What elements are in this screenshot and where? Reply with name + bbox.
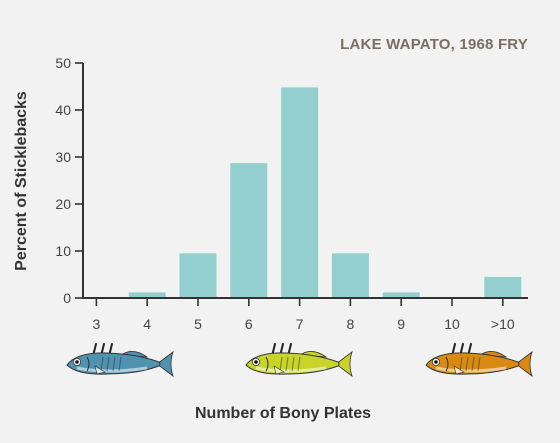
dorsal-fin [298, 351, 328, 358]
y-tick-label-0: 0 [63, 290, 71, 306]
bony-plate [118, 356, 122, 372]
y-tick-label-20: 20 [55, 196, 71, 212]
fish-pupil [434, 360, 438, 364]
bony-plate [465, 356, 469, 372]
bony-plate [100, 356, 104, 372]
bony-plate [477, 356, 481, 372]
tail-fin [515, 350, 533, 378]
x-axis-ticks: 3 4 5 6 7 8 9 10 >10 [93, 298, 515, 332]
pectoral-fin [453, 365, 465, 375]
bar-series [128, 87, 522, 299]
bar-7 [281, 87, 319, 299]
fish-illustrations [66, 343, 533, 378]
bony-plate [297, 356, 301, 372]
bar-5 [179, 253, 217, 298]
x-tick-label-5: 5 [194, 316, 202, 332]
dorsal-fin [478, 351, 508, 358]
x-tick-label-6: 6 [245, 316, 253, 332]
bar-gt10 [484, 276, 522, 298]
pectoral-fin [94, 365, 106, 375]
chart-title: LAKE WAPATO, 1968 FRY [340, 36, 528, 53]
bar-4 [128, 292, 166, 298]
x-tick-label-10: 10 [444, 316, 460, 332]
fish-pupil [254, 360, 258, 364]
bony-plate [285, 356, 289, 372]
y-tick-label-40: 40 [55, 102, 71, 118]
y-tick-label-50: 50 [55, 55, 71, 71]
bony-plate [459, 356, 463, 372]
blue-stickleback-icon [66, 343, 174, 378]
fish-pupil [75, 360, 79, 364]
bar-9 [382, 292, 420, 298]
x-tick-label-3: 3 [93, 316, 101, 332]
bony-plate [112, 356, 116, 372]
pectoral-fin [273, 365, 285, 375]
bony-plate [471, 356, 475, 372]
chart-axes [82, 63, 528, 299]
y-axis-ticks: 0 10 20 30 40 50 [55, 55, 83, 306]
orange-stickleback-icon [425, 343, 533, 378]
belly-highlight [255, 366, 327, 373]
x-tick-label-7: 7 [296, 316, 304, 332]
gill-line [445, 356, 449, 372]
tail-fin [335, 350, 353, 378]
gill-line [265, 356, 269, 372]
bony-plate [279, 356, 283, 372]
tail-fin [156, 350, 174, 378]
y-tick-label-30: 30 [55, 149, 71, 165]
bar-8 [331, 253, 369, 298]
x-tick-label-4: 4 [143, 316, 151, 332]
gill-line [86, 356, 90, 372]
bony-plate [106, 356, 110, 372]
x-tick-label-8: 8 [347, 316, 355, 332]
belly-highlight [435, 366, 507, 373]
dorsal-fin [119, 351, 149, 358]
bar-6 [230, 163, 268, 298]
x-axis-label: Number of Bony Plates [195, 405, 371, 422]
x-tick-label-gt10: >10 [491, 316, 515, 332]
belly-highlight [76, 366, 148, 373]
y-axis-label: Percent of Sticklebacks [13, 91, 30, 271]
yellow-stickleback-icon [245, 343, 353, 378]
bony-plate [291, 356, 295, 372]
y-tick-label-10: 10 [55, 243, 71, 259]
x-tick-label-9: 9 [397, 316, 405, 332]
